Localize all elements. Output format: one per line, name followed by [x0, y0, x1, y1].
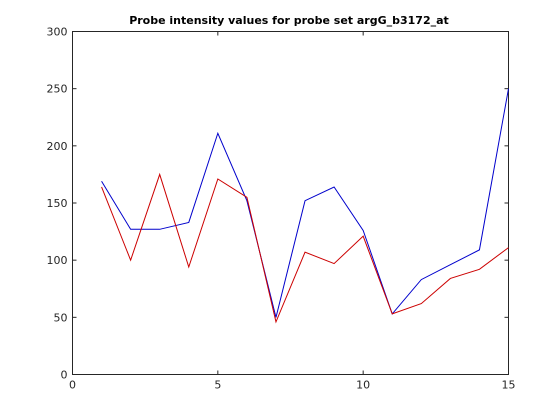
- chart-title: Probe intensity values for probe set arg…: [129, 14, 449, 27]
- series-line-1: [101, 88, 509, 318]
- y-tick-label: 200: [47, 140, 68, 153]
- series-line-2: [101, 172, 509, 324]
- y-tick-label: 0: [61, 369, 68, 382]
- y-tick-label: 150: [47, 197, 68, 210]
- y-tick-label: 300: [47, 26, 68, 39]
- y-tick-label: 250: [47, 83, 68, 96]
- x-tick-label: 0: [69, 379, 76, 392]
- x-tick-label: 15: [502, 379, 516, 392]
- y-tick-label: 100: [47, 254, 68, 267]
- series-layer: [101, 88, 509, 324]
- plot-area: [72, 31, 509, 375]
- y-tick-label: 50: [54, 311, 68, 324]
- x-tick-label: 5: [214, 379, 221, 392]
- x-tick-label: 10: [356, 379, 370, 392]
